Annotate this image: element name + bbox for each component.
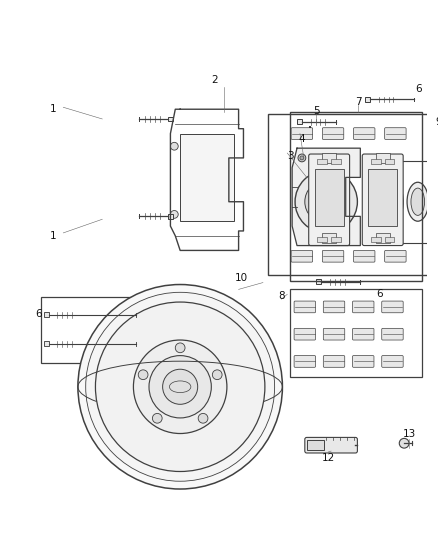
Circle shape (170, 211, 178, 219)
Bar (44, 312, 49, 317)
Text: 8: 8 (278, 291, 285, 301)
Circle shape (305, 180, 348, 223)
Bar (322, 233, 336, 243)
Circle shape (212, 370, 222, 379)
Bar (268, 114, 438, 275)
FancyBboxPatch shape (353, 328, 374, 340)
Circle shape (295, 171, 357, 233)
Bar (169, 117, 173, 122)
FancyBboxPatch shape (353, 356, 374, 367)
Text: 12: 12 (321, 453, 335, 463)
Bar (290, 289, 422, 377)
Bar (371, 159, 381, 164)
Bar (376, 233, 389, 243)
Circle shape (86, 292, 275, 481)
Bar (41, 297, 153, 364)
FancyBboxPatch shape (323, 356, 345, 367)
Ellipse shape (407, 182, 428, 221)
Circle shape (138, 370, 148, 379)
FancyBboxPatch shape (322, 128, 344, 140)
FancyBboxPatch shape (353, 128, 375, 140)
Text: 6: 6 (35, 309, 42, 319)
Circle shape (300, 156, 304, 160)
FancyBboxPatch shape (382, 356, 403, 367)
Bar (169, 214, 173, 219)
Bar (317, 279, 321, 284)
Bar (365, 97, 370, 102)
FancyBboxPatch shape (291, 128, 313, 140)
Text: 3: 3 (287, 151, 293, 161)
Circle shape (198, 414, 208, 423)
Text: •: • (307, 125, 312, 131)
FancyBboxPatch shape (353, 301, 374, 313)
FancyBboxPatch shape (385, 251, 406, 262)
Text: 9: 9 (435, 117, 438, 127)
FancyBboxPatch shape (305, 438, 357, 453)
FancyBboxPatch shape (322, 251, 344, 262)
Text: 2: 2 (211, 75, 218, 85)
Circle shape (399, 438, 409, 448)
Bar (385, 159, 394, 164)
Bar (314, 169, 344, 226)
Bar (307, 440, 324, 450)
FancyBboxPatch shape (294, 356, 315, 367)
Bar (331, 159, 341, 164)
Circle shape (134, 340, 227, 433)
Bar (318, 159, 327, 164)
FancyBboxPatch shape (382, 301, 403, 313)
Bar (376, 153, 389, 163)
Circle shape (170, 142, 178, 150)
Text: 10: 10 (235, 273, 248, 282)
Text: 13: 13 (403, 429, 416, 439)
Ellipse shape (381, 183, 398, 220)
Text: 6: 6 (415, 84, 422, 94)
Bar (331, 237, 341, 241)
Bar (370, 161, 438, 243)
FancyBboxPatch shape (309, 154, 350, 246)
Bar (322, 153, 336, 163)
Circle shape (162, 369, 198, 405)
FancyBboxPatch shape (382, 328, 403, 340)
Bar (290, 112, 422, 280)
Polygon shape (292, 148, 360, 246)
FancyBboxPatch shape (291, 251, 313, 262)
Text: 5: 5 (313, 106, 320, 116)
FancyBboxPatch shape (353, 251, 375, 262)
FancyBboxPatch shape (362, 154, 403, 246)
Circle shape (152, 414, 162, 423)
FancyBboxPatch shape (294, 328, 315, 340)
Text: 7: 7 (355, 98, 362, 108)
Text: 4: 4 (299, 134, 305, 144)
Circle shape (298, 154, 306, 162)
Bar (385, 237, 394, 241)
Bar (44, 342, 49, 346)
Text: 1: 1 (50, 231, 57, 241)
Ellipse shape (411, 188, 424, 215)
FancyBboxPatch shape (323, 328, 345, 340)
FancyBboxPatch shape (294, 301, 315, 313)
Bar (318, 237, 327, 241)
Bar (368, 169, 397, 226)
Ellipse shape (376, 177, 403, 226)
Bar (371, 237, 381, 241)
Circle shape (175, 343, 185, 353)
Circle shape (95, 302, 265, 472)
Circle shape (78, 285, 283, 489)
FancyBboxPatch shape (323, 301, 345, 313)
Bar (297, 119, 302, 124)
Text: 6: 6 (377, 289, 383, 299)
FancyBboxPatch shape (385, 128, 406, 140)
Bar (180, 134, 234, 221)
Text: 1: 1 (50, 104, 57, 114)
Circle shape (149, 356, 211, 418)
